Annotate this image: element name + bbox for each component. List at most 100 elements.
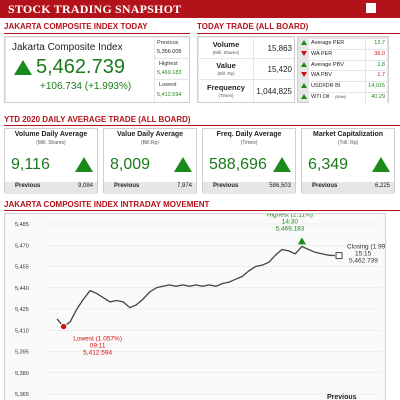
- today-trade-section-title: TODAY TRADE (ALL BOARD): [197, 22, 309, 31]
- ytd-section-title: YTD 2020 DAILY AVERAGE TRADE (ALL BOARD): [4, 115, 191, 124]
- square-icon: [366, 3, 376, 13]
- y-tick-label: 5,395: [15, 350, 29, 356]
- ratio-row: WA PER 36.0: [299, 49, 387, 60]
- jci-name: Jakarta Composite Index: [12, 42, 123, 53]
- ytd-previous-label: Previous: [15, 183, 41, 189]
- down-arrow-icon: [301, 72, 307, 78]
- ratio-row: Average PER 12.7: [299, 38, 387, 49]
- ytd-card: Value Daily Average (Bill.Rp) 8,009 Previou…: [103, 128, 197, 194]
- intraday-section-title: JAKARTA COMPOSITE INDEX INTRADAY MOVEMEN…: [4, 200, 210, 209]
- y-tick-label: 5,455: [15, 265, 29, 271]
- jci-main: Jakarta Composite Index 5,462.739 +106.7…: [6, 38, 154, 102]
- ytd-card-unit: (Trill. Rp): [337, 140, 359, 146]
- y-tick-label: 5,485: [15, 222, 29, 228]
- y-tick-label: 5,440: [15, 286, 29, 292]
- ytd-card-unit: (Mill. Shares): [36, 140, 66, 146]
- ytd-previous-bar: [203, 182, 295, 194]
- ratio-value: 1.8: [366, 60, 387, 71]
- ratio-value: 1.7: [366, 71, 387, 82]
- ytd-previous-label: Previous: [312, 183, 338, 189]
- up-arrow-icon: [301, 83, 307, 89]
- ytd-previous-bar: [5, 182, 97, 194]
- lowest-label: Lowest (1.057%): [73, 336, 122, 343]
- intraday-chart: 5,485 5,470 5,455 5,440 5,425 5,410 5,395 5,380…: [15, 211, 393, 400]
- ytd-card-value: 6,349: [308, 156, 349, 173]
- today-trade-panel: Volume (Mill. Shares) 15,863 Value (Bill…: [197, 36, 295, 103]
- up-arrow-icon: [174, 157, 192, 172]
- ytd-card-title: Market Capitalization: [312, 131, 383, 138]
- ytd-card-value: 588,696: [209, 156, 267, 173]
- ytd-card-title: Value Daily Average: [116, 131, 184, 138]
- y-tick-label: 5,425: [15, 307, 29, 313]
- title-bar: STOCK TRADING SNAPSHOT: [0, 0, 400, 18]
- up-arrow-icon: [301, 94, 307, 99]
- ratio-label: Average PBV: [309, 60, 365, 71]
- ratio-row: USD/IDR BI 14,015: [299, 81, 387, 92]
- jci-highest: Highest 5,469.183: [155, 59, 189, 79]
- ratio-label: WTI Oil: [309, 93, 365, 103]
- ytd-previous-label: Previous: [213, 183, 239, 189]
- intraday-series-line: [56, 245, 336, 328]
- highest-value: 5,469.183: [275, 225, 304, 232]
- ytd-card: Volume Daily Average (Mill. Shares) 9,116 P…: [4, 128, 98, 194]
- closing-label: Closing (1.99%): [347, 244, 385, 251]
- ratio-row: Average PBV 1.8: [299, 60, 387, 71]
- value-label-cell: Value (Bill. Rp): [199, 59, 253, 79]
- ytd-card-title: Freq. Daily Average: [216, 131, 282, 138]
- lowest-marker: [59, 322, 68, 331]
- up-arrow-icon: [14, 60, 32, 75]
- frequency-value-cell: 1,044,825: [254, 80, 294, 102]
- jci-previous: Previous 5,356.005: [155, 38, 189, 58]
- ytd-card-value: 9,116: [11, 156, 50, 173]
- ytd-card-unit: (Times): [240, 140, 258, 146]
- lowest-time: 09:11: [90, 343, 106, 350]
- up-arrow-icon: [301, 40, 307, 45]
- y-tick-label: 5,410: [15, 328, 29, 334]
- ratio-label: WA PER: [309, 49, 365, 60]
- ratio-label: WA PBV: [309, 71, 365, 82]
- closing-time: 15:15: [355, 251, 372, 258]
- intraday-chart-panel: 5,485 5,470 5,455 5,440 5,425 5,410 5,395 5,380…: [4, 211, 393, 400]
- frequency-label-cell: Frequency (Times): [199, 80, 253, 102]
- up-arrow-icon: [372, 157, 390, 172]
- highest-time: 14:30: [282, 218, 299, 225]
- up-arrow-icon: [75, 157, 93, 172]
- ytd-previous-bar: [302, 182, 394, 194]
- ytd-previous-bar: [104, 182, 196, 194]
- y-tick-label: 5,365: [15, 392, 29, 398]
- ratio-value: 12.7: [366, 39, 387, 49]
- volume-value-cell: 15,863: [254, 38, 294, 58]
- value-value-cell: 15,420: [254, 59, 294, 79]
- jci-value: 5,462.739: [36, 56, 125, 78]
- ytd-previous-value: 9,084: [77, 183, 93, 189]
- highest-label: Highest (2.11%): [267, 214, 313, 218]
- y-tick-label: 5,380: [15, 371, 29, 377]
- ratio-label: USD/IDR BI: [309, 82, 365, 92]
- closing-marker: [335, 252, 343, 260]
- ratio-row: WTI Oil ($/bbl) 40.29: [299, 92, 387, 103]
- highest-marker: [297, 237, 306, 245]
- ytd-card-title: Volume Daily Average: [14, 131, 88, 138]
- ytd-card-value: 8,009: [110, 156, 151, 173]
- ytd-card: Market Capitalization (Trill. Rp) 6,349 Pre…: [301, 128, 395, 194]
- closing-value: 5,462.739: [349, 258, 378, 265]
- ratio-value: 14,015: [366, 82, 387, 92]
- volume-label-cell: Volume (Mill. Shares): [199, 38, 253, 58]
- down-arrow-icon: [301, 50, 307, 56]
- ytd-previous-value: 6,225: [374, 183, 390, 189]
- ytd-card-unit: (Bill.Rp): [141, 140, 159, 146]
- previous-label: Previous: [327, 394, 357, 400]
- ytd-previous-value: 7,974: [176, 183, 192, 189]
- up-arrow-icon: [273, 157, 291, 172]
- ratios-panel: Average PER 12.7 WA PER 36.0 Average PBV 1.8 W…: [297, 36, 389, 103]
- divider: [4, 210, 400, 211]
- page-title: STOCK TRADING SNAPSHOT: [8, 2, 182, 16]
- divider: [197, 33, 400, 34]
- ytd-previous-label: Previous: [114, 183, 140, 189]
- ratio-row: WA PBV 1.7: [299, 70, 387, 82]
- jci-lowest: Lowest 5,412.594: [155, 80, 189, 102]
- y-tick-label: 5,470: [15, 243, 29, 249]
- up-arrow-icon: [301, 61, 307, 67]
- jci-panel: Jakarta Composite Index 5,462.739 +106.7…: [4, 36, 190, 103]
- divider: [4, 125, 400, 126]
